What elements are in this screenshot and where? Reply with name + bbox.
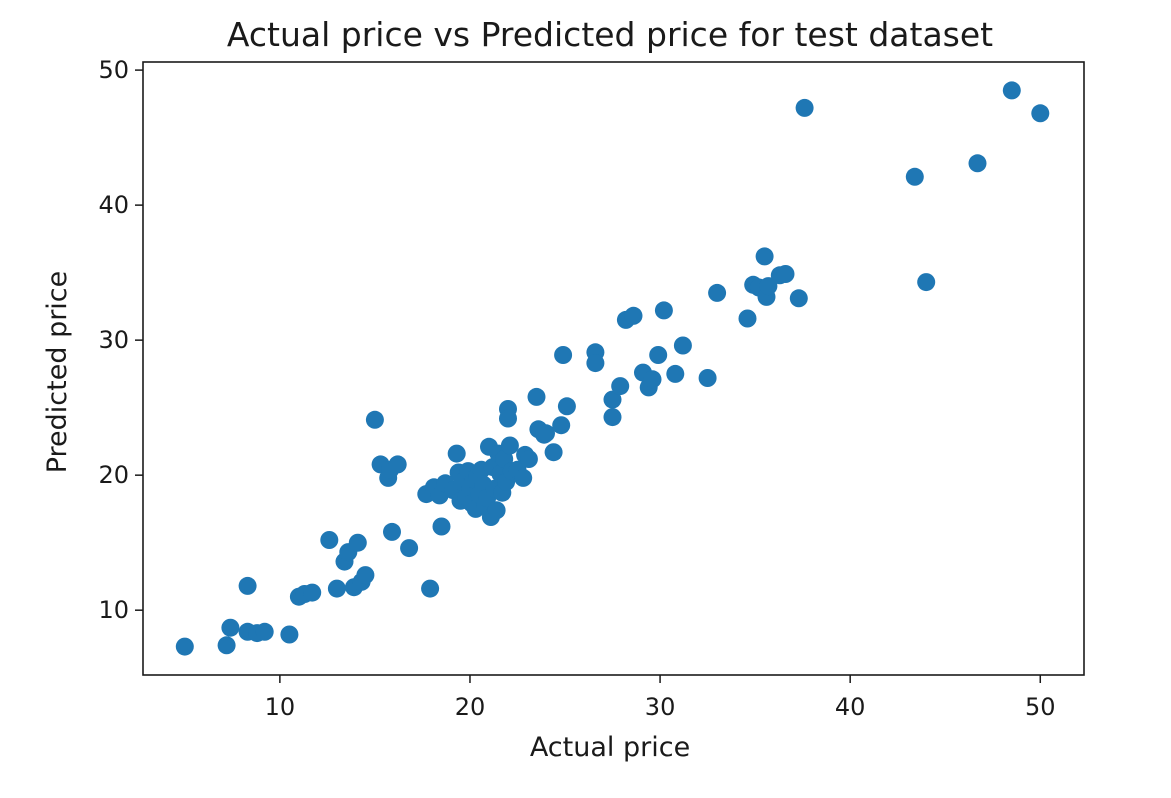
data-point: [673, 336, 692, 355]
data-point: [624, 306, 643, 325]
data-point: [175, 637, 194, 656]
x-tick-label: 30: [645, 693, 676, 721]
chart-title: Actual price vs Predicted price for test…: [227, 15, 993, 54]
data-point: [789, 289, 808, 308]
data-point: [666, 364, 685, 383]
data-point: [421, 579, 440, 598]
x-tick-label: 20: [455, 693, 486, 721]
data-point: [514, 468, 533, 487]
data-point: [603, 408, 622, 427]
data-point: [755, 247, 774, 266]
data-point: [400, 539, 419, 558]
y-tick-label: 30: [98, 326, 129, 354]
y-tick-label: 10: [98, 596, 129, 624]
y-tick-label: 40: [98, 191, 129, 219]
data-point: [487, 501, 506, 520]
data-point: [500, 436, 519, 455]
y-tick-label: 50: [98, 56, 129, 84]
data-point: [544, 443, 563, 462]
plot-frame: [142, 61, 1085, 676]
data-point: [527, 387, 546, 406]
data-point: [759, 277, 778, 296]
y-axis-label: Predicted price: [42, 271, 73, 474]
data-point: [586, 354, 605, 373]
data-point: [1002, 81, 1021, 100]
data-point: [643, 370, 662, 389]
x-tick-label: 10: [265, 693, 296, 721]
data-point: [795, 98, 814, 117]
data-point: [348, 533, 367, 552]
data-point: [221, 618, 240, 637]
data-point: [388, 455, 407, 474]
data-point: [432, 517, 451, 536]
data-point: [383, 522, 401, 541]
data-point: [320, 531, 339, 549]
data-point: [905, 167, 924, 186]
x-tick-label: 50: [1025, 693, 1056, 721]
data-point: [968, 154, 987, 173]
data-point: [238, 576, 257, 595]
data-point: [649, 346, 668, 364]
data-point: [255, 622, 274, 641]
data-point: [552, 416, 571, 435]
data-point: [603, 390, 622, 409]
data-point: [303, 583, 322, 602]
data-point: [557, 397, 576, 416]
data-point: [708, 283, 727, 302]
data-point: [654, 301, 673, 320]
data-point: [776, 265, 795, 283]
data-point: [499, 409, 517, 428]
x-axis-ticks: 10 20 30 40 50: [265, 675, 1056, 721]
x-axis-label: Actual price: [530, 732, 690, 763]
y-axis-ticks: 10 20 30 40 50: [98, 56, 143, 624]
data-point: [519, 450, 538, 468]
data-point: [280, 625, 299, 644]
y-tick-label: 20: [98, 461, 129, 489]
data-point: [537, 424, 555, 443]
data-point: [447, 444, 466, 463]
data-point: [738, 309, 757, 328]
data-point: [1031, 104, 1050, 123]
data-point: [327, 579, 346, 598]
data-point: [917, 273, 936, 292]
data-point: [217, 636, 236, 655]
data-point: [356, 566, 375, 585]
data-point: [611, 377, 630, 396]
data-point: [554, 346, 573, 364]
data-point: [365, 410, 384, 429]
data-point: [698, 369, 717, 387]
x-tick-label: 40: [835, 693, 866, 721]
data-points: [175, 81, 1050, 656]
